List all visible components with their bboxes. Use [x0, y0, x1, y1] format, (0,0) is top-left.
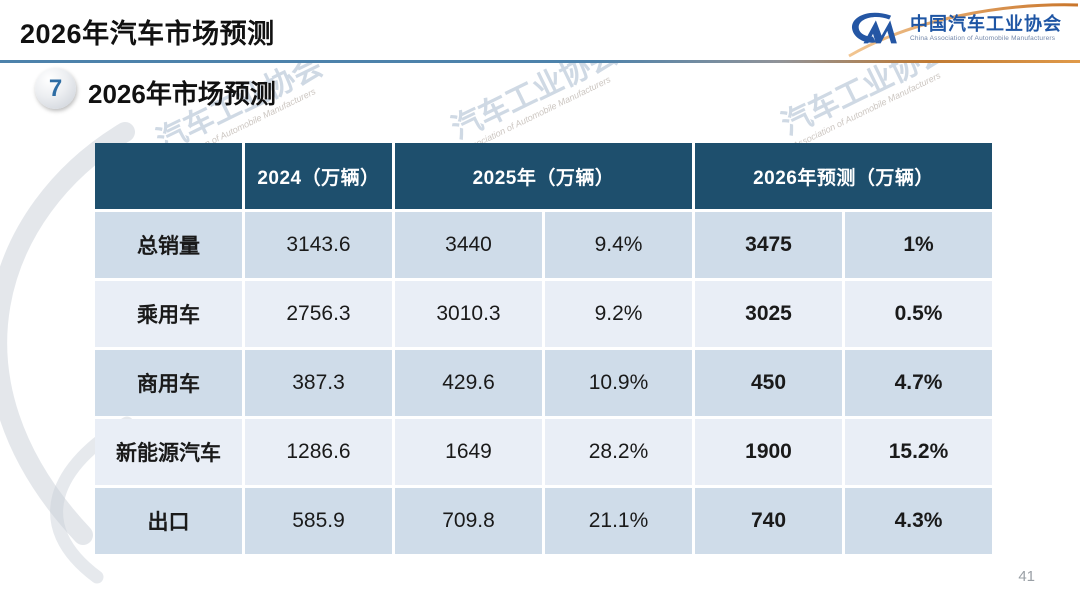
column-header-2024: 2024（万辆）: [245, 143, 392, 209]
page-number: 41: [1018, 568, 1035, 585]
cell-2024-value: 387.3: [245, 350, 392, 416]
cell-2024-value: 585.9: [245, 488, 392, 554]
cell-2026-value: 1900: [695, 419, 842, 485]
cell-2025-growth: 10.9%: [545, 350, 692, 416]
cell-2025-value: 709.8: [395, 488, 542, 554]
row-label: 出口: [95, 488, 242, 554]
cell-2026-growth: 1%: [845, 212, 992, 278]
cell-2026-growth: 15.2%: [845, 419, 992, 485]
column-header-2025: 2025年（万辆）: [395, 143, 692, 209]
row-label: 商用车: [95, 350, 242, 416]
table-row: 新能源汽车 1286.6 1649 28.2% 1900 15.2%: [95, 419, 992, 485]
cell-2025-value: 3440: [395, 212, 542, 278]
page-title: 2026年汽车市场预测: [20, 19, 275, 49]
cell-2025-value: 429.6: [395, 350, 542, 416]
cell-2024-value: 1286.6: [245, 419, 392, 485]
section-number-badge: 7: [35, 68, 76, 109]
cell-2026-growth: 0.5%: [845, 281, 992, 347]
header-divider: [0, 60, 1080, 63]
section-title: 2026年市场预测: [88, 79, 276, 109]
cell-2025-growth: 9.2%: [545, 281, 692, 347]
cell-2026-value: 450: [695, 350, 842, 416]
table-row: 出口 585.9 709.8 21.1% 740 4.3%: [95, 488, 992, 554]
cell-2024-value: 3143.6: [245, 212, 392, 278]
cell-2024-value: 2756.3: [245, 281, 392, 347]
logo-name-en: China Association of Automobile Manufact…: [910, 35, 1056, 43]
cell-2025-growth: 9.4%: [545, 212, 692, 278]
cell-2026-value: 3025: [695, 281, 842, 347]
column-header-2026: 2026年预测（万辆）: [695, 143, 992, 209]
logo-name-cn: 中国汽车工业协会: [910, 14, 1062, 35]
cell-2026-growth: 4.3%: [845, 488, 992, 554]
row-label: 乘用车: [95, 281, 242, 347]
table-row: 乘用车 2756.3 3010.3 9.2% 3025 0.5%: [95, 281, 992, 347]
corner-cell: [95, 143, 242, 209]
cell-2025-growth: 21.1%: [545, 488, 692, 554]
cell-2026-growth: 4.7%: [845, 350, 992, 416]
caam-logo-icon: [851, 12, 897, 44]
cell-2026-value: 740: [695, 488, 842, 554]
cell-2026-value: 3475: [695, 212, 842, 278]
row-label: 总销量: [95, 212, 242, 278]
cell-2025-value: 3010.3: [395, 281, 542, 347]
row-label: 新能源汽车: [95, 419, 242, 485]
cell-2025-value: 1649: [395, 419, 542, 485]
cell-2025-growth: 28.2%: [545, 419, 692, 485]
header-bar: 2026年汽车市场预测 中国汽车工业协会 China Association o…: [0, 0, 1080, 60]
caam-logo: 中国汽车工业协会 China Association of Automobile…: [844, 8, 1062, 50]
table-row: 总销量 3143.6 3440 9.4% 3475 1%: [95, 212, 992, 278]
forecast-table: 2024（万辆） 2025年（万辆） 2026年预测（万辆） 总销量 3143.…: [92, 140, 995, 557]
orange-swoosh-decoration: [848, 3, 1079, 58]
table-row: 商用车 387.3 429.6 10.9% 450 4.7%: [95, 350, 992, 416]
table-header-row: 2024（万辆） 2025年（万辆） 2026年预测（万辆）: [95, 143, 992, 209]
